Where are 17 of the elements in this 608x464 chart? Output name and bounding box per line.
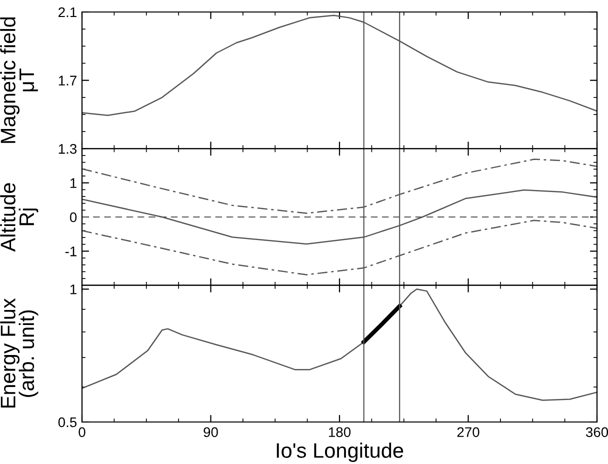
x-tick-label: 0 [78,427,86,438]
y-tick-label: 0 [70,212,77,222]
y-tick-label: -1 [65,246,76,256]
y-tick-label: 2.1 [58,7,76,18]
y-axis-title: Energy Flux (arb. unit) [0,298,38,408]
y-tick-label: 0.5 [58,417,77,428]
x-tick-label: 90 [204,427,218,438]
y-tick-label: 1 [70,284,76,294]
x-tick-label: 270 [457,427,480,438]
y-tick-label: 1.3 [58,144,77,154]
y-tick-label: 1.7 [58,76,76,86]
x-axis-title: Io's Longitude [276,442,404,462]
x-tick-label: 180 [328,427,351,438]
y-axis-title: Magnetic field μT [0,17,38,143]
y-tick-label: 1 [70,178,76,188]
y-axis-title: Altitude Rj [0,183,38,252]
x-tick-label: 360 [586,427,608,438]
